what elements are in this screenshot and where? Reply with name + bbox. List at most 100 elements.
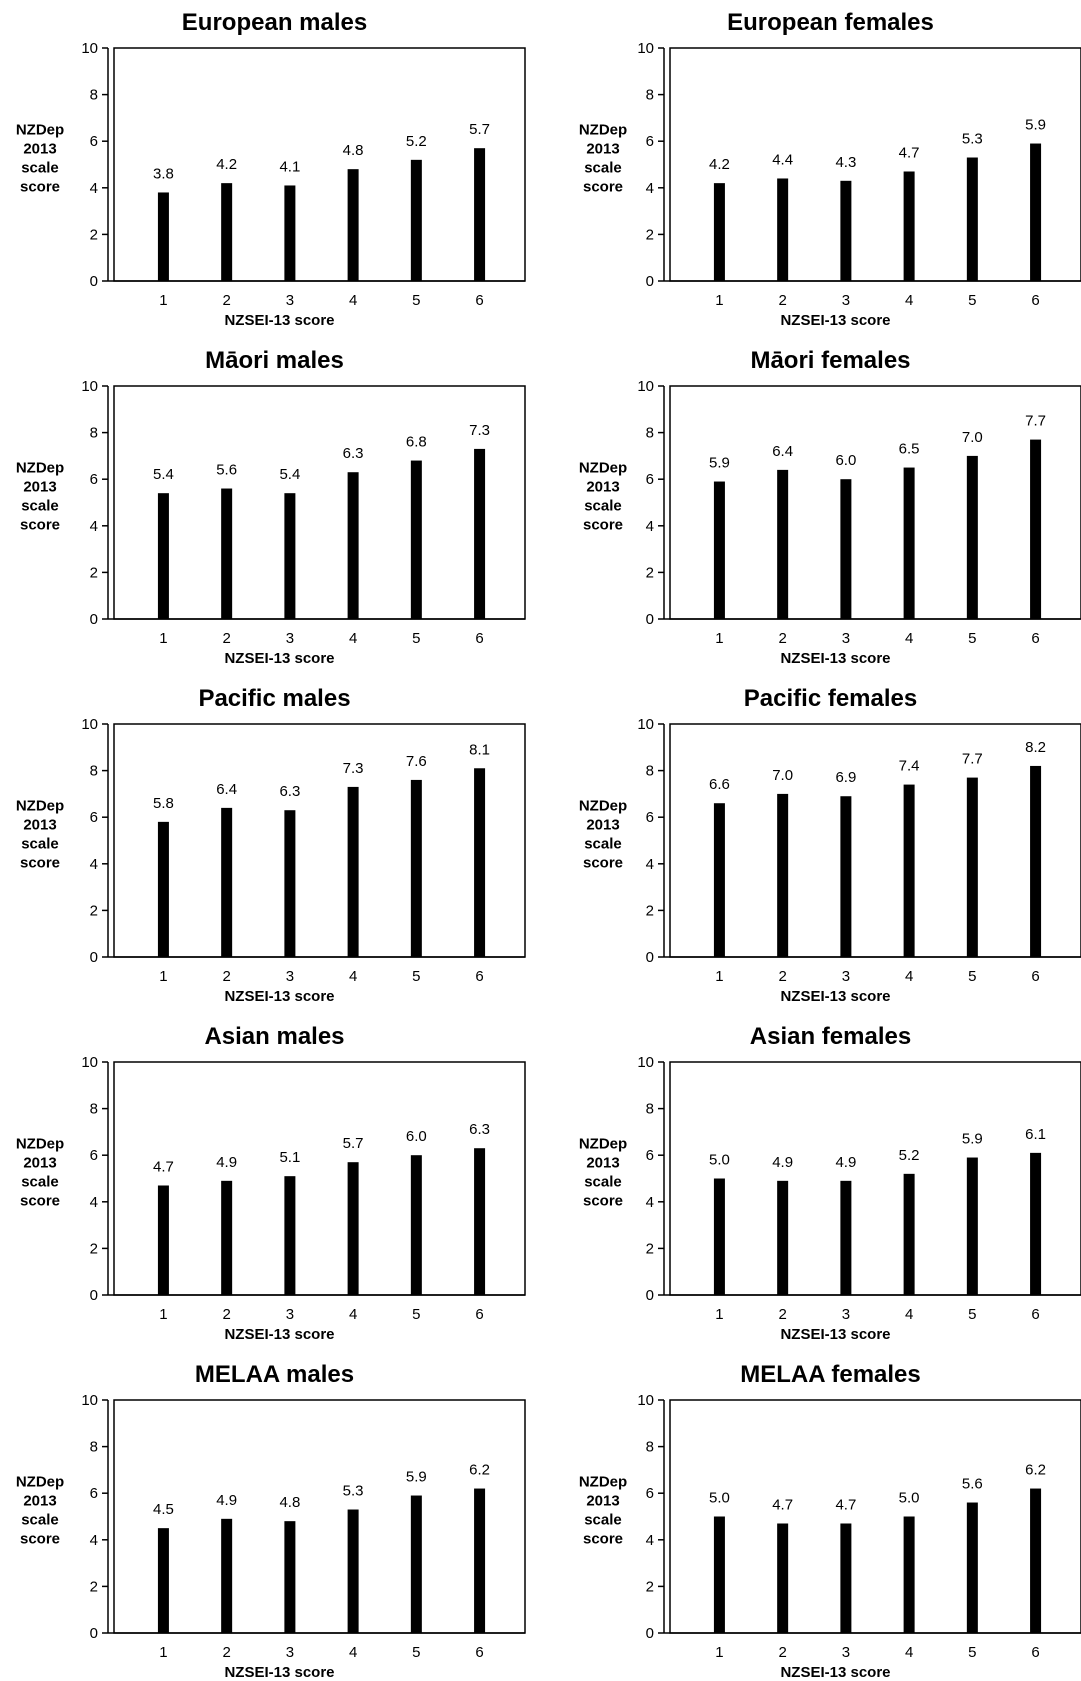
y-tick-label: 2 (646, 902, 654, 919)
y-tick-label: 4 (90, 180, 98, 197)
x-tick-label: 6 (1031, 1306, 1039, 1323)
x-axis-label: NZSEI-13 score (780, 988, 890, 1005)
x-tick-label: 3 (842, 968, 850, 985)
bar (1030, 1152, 1042, 1295)
bar (347, 472, 359, 619)
y-tick-label: 10 (81, 1392, 98, 1409)
x-tick-label: 6 (1031, 630, 1039, 647)
chart-title: Asian females (750, 1023, 911, 1050)
chart-title: Māori males (205, 347, 344, 374)
y-tick-label: 10 (637, 1392, 654, 1409)
bar (284, 1176, 296, 1295)
data-label: 5.0 (709, 1490, 730, 1507)
bar (157, 821, 169, 957)
data-label: 4.9 (216, 1154, 237, 1171)
bar (157, 192, 169, 281)
y-tick-label: 0 (90, 949, 98, 966)
y-tick-label: 0 (646, 1625, 654, 1642)
data-label: 7.0 (962, 429, 983, 446)
bar (713, 183, 725, 281)
x-tick-label: 1 (159, 630, 167, 647)
data-label: 4.8 (279, 1494, 300, 1511)
data-label: 5.4 (153, 466, 174, 483)
x-tick-label: 6 (1031, 1644, 1039, 1661)
bar (966, 157, 978, 281)
x-axis-label: NZSEI-13 score (780, 1326, 890, 1343)
y-tick-label: 4 (646, 518, 654, 535)
data-label: 4.9 (835, 1154, 856, 1171)
data-label: 3.8 (153, 165, 174, 182)
bar (713, 1516, 725, 1633)
x-tick-label: 3 (842, 292, 850, 309)
bar (474, 768, 486, 957)
x-tick-label: 4 (905, 630, 913, 647)
x-tick-label: 5 (968, 968, 976, 985)
y-tick-label: 6 (646, 1147, 654, 1164)
data-label: 5.6 (962, 1476, 983, 1493)
x-tick-label: 1 (159, 968, 167, 985)
data-label: 6.8 (406, 434, 427, 451)
bar (410, 1155, 422, 1295)
bar (777, 469, 789, 619)
chart-panel: Māori males 0 2 4 6 8 10 NZDep 2013 scale score 5.4… (16, 347, 526, 667)
y-axis-label: NZDep 2013 scale score (579, 460, 627, 534)
data-label: 6.3 (343, 445, 364, 462)
data-label: 6.4 (216, 781, 237, 798)
x-tick-label: 3 (286, 968, 294, 985)
y-tick-label: 8 (90, 1439, 98, 1456)
y-tick-label: 6 (90, 809, 98, 826)
bar (713, 481, 725, 619)
x-axis-label: NZSEI-13 score (780, 650, 890, 667)
y-tick-label: 2 (90, 1240, 98, 1257)
data-label: 5.9 (406, 1469, 427, 1486)
x-tick-label: 4 (905, 1306, 913, 1323)
chart-title: European females (727, 9, 934, 36)
y-tick-label: 4 (646, 180, 654, 197)
bar (903, 784, 915, 957)
chart-title: Māori females (750, 347, 910, 374)
x-tick-label: 5 (968, 1306, 976, 1323)
x-tick-label: 5 (412, 292, 420, 309)
y-tick-label: 8 (90, 87, 98, 104)
y-tick-label: 10 (81, 378, 98, 395)
bar (840, 1523, 852, 1633)
bar (221, 183, 233, 281)
y-tick-label: 10 (81, 1054, 98, 1071)
data-label: 6.2 (1025, 1462, 1046, 1479)
y-axis-label: NZDep 2013 scale score (16, 798, 64, 872)
x-tick-label: 4 (905, 968, 913, 985)
y-tick-label: 8 (646, 87, 654, 104)
bar (347, 1509, 359, 1633)
plot-frame (113, 723, 526, 958)
y-tick-label: 2 (646, 1240, 654, 1257)
y-tick-label: 2 (90, 226, 98, 243)
x-axis-label: NZSEI-13 score (224, 1326, 334, 1343)
x-tick-label: 2 (222, 1644, 230, 1661)
y-tick-label: 6 (90, 1147, 98, 1164)
x-axis-label: NZSEI-13 score (224, 988, 334, 1005)
bar (903, 1173, 915, 1295)
x-tick-label: 2 (778, 292, 786, 309)
data-label: 4.2 (216, 156, 237, 173)
x-tick-label: 2 (222, 968, 230, 985)
data-label: 6.2 (469, 1462, 490, 1479)
x-tick-label: 3 (286, 1644, 294, 1661)
data-label: 4.9 (772, 1154, 793, 1171)
bar (840, 1180, 852, 1295)
y-tick-label: 8 (646, 1439, 654, 1456)
y-tick-label: 6 (90, 133, 98, 150)
bar (777, 793, 789, 957)
data-label: 5.6 (216, 462, 237, 479)
data-label: 6.5 (899, 441, 920, 458)
data-label: 8.2 (1025, 739, 1046, 756)
data-label: 4.4 (772, 151, 793, 168)
plot-frame (113, 385, 526, 620)
chart-title: Asian males (204, 1023, 344, 1050)
x-tick-label: 1 (715, 292, 723, 309)
data-label: 5.0 (709, 1152, 730, 1169)
bar (840, 180, 852, 281)
x-tick-label: 4 (905, 1644, 913, 1661)
x-tick-label: 4 (349, 1306, 357, 1323)
x-tick-label: 2 (778, 630, 786, 647)
